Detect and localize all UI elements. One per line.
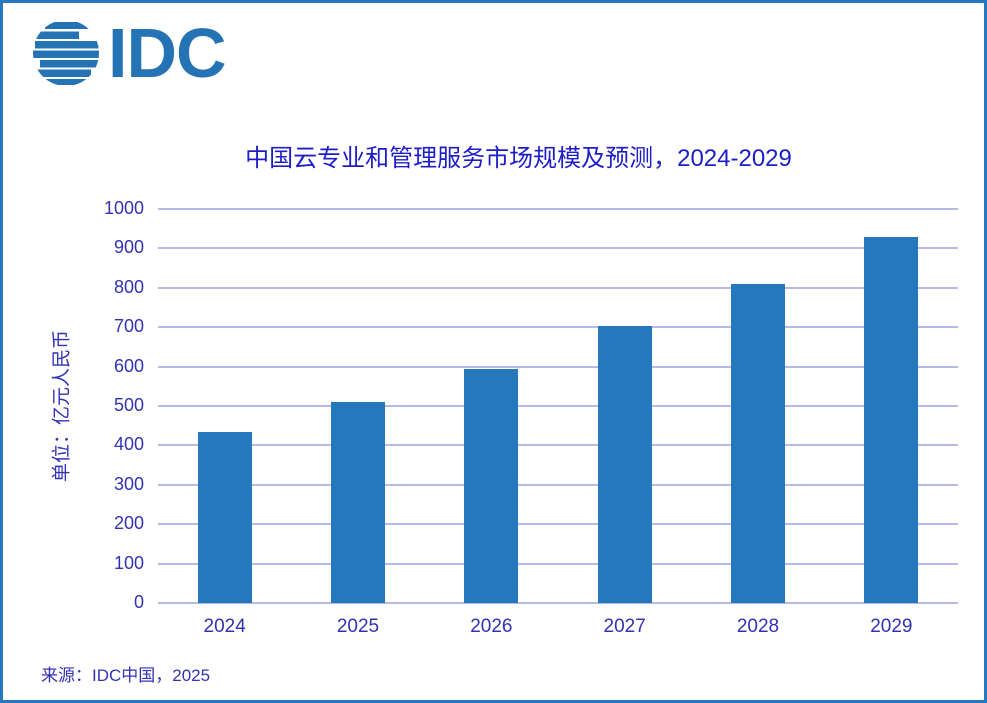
y-tick-label-700: 700 <box>113 316 144 337</box>
x-tick-label-2024: 2024 <box>203 616 246 637</box>
gridline-600 <box>158 365 958 368</box>
bar-2025 <box>331 402 385 603</box>
x-tick-label-2028: 2028 <box>736 616 780 637</box>
idc-logo: IDC <box>33 14 227 92</box>
x-axis-labels: 2024 2025 2026 2027 2028 2029 <box>158 616 958 642</box>
y-tick-label-800: 800 <box>113 276 144 297</box>
gridline-1000 <box>158 208 958 210</box>
y-axis-ticks: 0 100 200 300 400 500 600 700 800 900 1000 <box>3 198 144 612</box>
bar-2028 <box>731 284 785 603</box>
plot-area <box>158 208 958 604</box>
x-tick-label-2027: 2027 <box>603 616 646 637</box>
y-tick-label-500: 500 <box>113 395 144 415</box>
source-note: 来源：IDC中国，2025 <box>41 666 211 685</box>
idc-logo-text: IDC <box>108 14 227 92</box>
y-tick-label-400: 400 <box>113 434 144 455</box>
y-tick-label-0: 0 <box>133 592 144 612</box>
gridline-200 <box>158 523 958 526</box>
gridline-100 <box>158 562 958 565</box>
idc-globe-icon <box>33 22 99 85</box>
y-tick-label-900: 900 <box>113 237 144 258</box>
gridline-900 <box>158 247 958 250</box>
gridline-800 <box>158 286 958 289</box>
x-tick-label-2025: 2025 <box>336 616 380 637</box>
bar-2026 <box>464 369 519 603</box>
gridline-500 <box>158 405 958 407</box>
gridline-400 <box>158 444 958 447</box>
y-tick-label-300: 300 <box>113 473 144 494</box>
y-tick-label-100: 100 <box>113 552 144 573</box>
gridline-0 <box>158 602 958 604</box>
y-tick-label-600: 600 <box>113 355 144 376</box>
chart-title: 中国云专业和管理服务市场规模及预测，2024-2029 <box>245 145 792 172</box>
bar-2024 <box>197 431 252 603</box>
y-tick-label-1000: 1000 <box>103 198 144 218</box>
x-tick-label-2026: 2026 <box>470 616 513 637</box>
y-tick-label-200: 200 <box>113 513 144 534</box>
gridline-300 <box>158 483 958 486</box>
bar-2029 <box>864 237 919 603</box>
bar-2027 <box>597 326 652 603</box>
x-tick-label-2029: 2029 <box>870 616 913 637</box>
gridline-700 <box>158 326 958 329</box>
